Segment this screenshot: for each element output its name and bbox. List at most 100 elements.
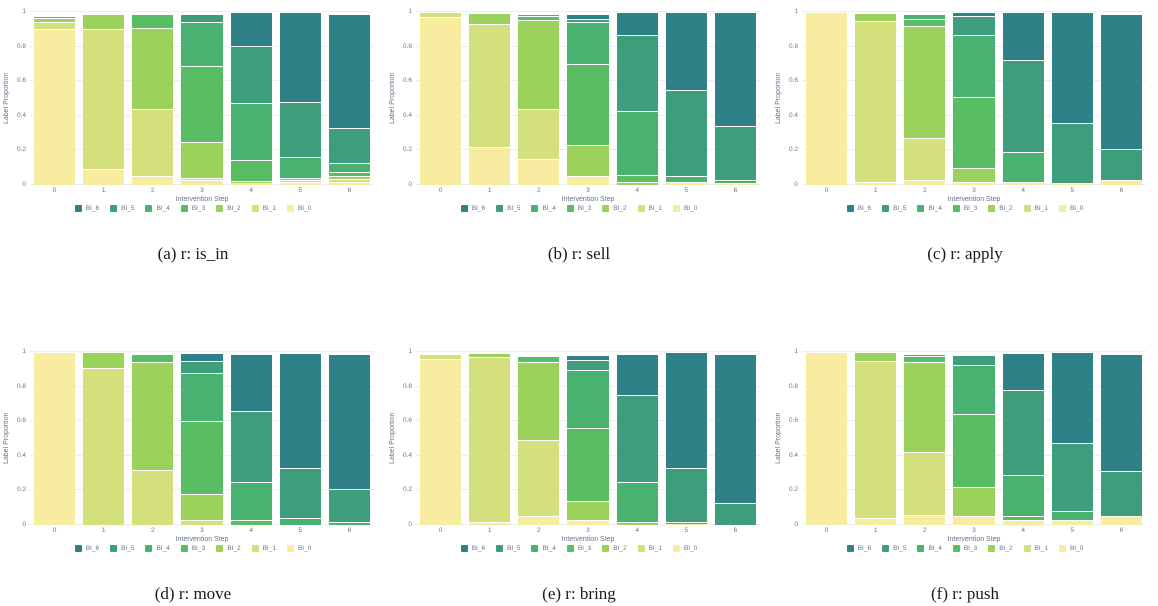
- legend-label: BI_6: [471, 205, 486, 212]
- bar-2-segment-BI_1: [132, 470, 174, 525]
- legend-label: BI_3: [577, 205, 592, 212]
- bar-6-segment-BI_4: [714, 180, 756, 184]
- bar-step-0: [34, 352, 76, 525]
- x-axis-label: Intervention Step: [175, 536, 229, 543]
- legend-label: BI_5: [121, 545, 135, 552]
- x-axis-ticks: 0 1 2 3 4 5 6: [30, 187, 374, 194]
- bar-6-segment-BI_0: [1100, 517, 1142, 525]
- y-tick-0.2: 0.2: [788, 146, 798, 154]
- x-tick-3: 3: [972, 187, 976, 194]
- bar-step-2: [132, 352, 174, 525]
- bar-1-segment-BI_2: [469, 13, 511, 25]
- bar-4-segment-BI_3: [230, 520, 272, 525]
- bar-step-6: [1100, 12, 1142, 185]
- legend-label: BI_0: [297, 205, 312, 212]
- bar-5-segment-BI_4: [665, 522, 707, 524]
- legend-item-BI_4: BI_4: [917, 205, 942, 212]
- y-axis-ticks: 0 0.2 0.4 0.6 0.8 1: [0, 348, 26, 528]
- bar-6-segment-BI_6: [1100, 354, 1142, 472]
- legend-swatch-BI_5: [110, 205, 118, 212]
- subplot-caption: (c) r: apply: [927, 244, 1003, 263]
- bar-4-segment-BI_5: [230, 46, 272, 103]
- x-tick-5: 5: [298, 187, 303, 194]
- gridline-1: [416, 351, 760, 352]
- bar-5-segment-BI_0: [665, 524, 707, 525]
- subplot-caption: (f) r: push: [931, 584, 999, 603]
- legend-swatch-BI_6: [74, 545, 82, 552]
- bar-4-segment-BI_0: [1002, 520, 1044, 525]
- y-tick-0.2: 0.2: [16, 486, 26, 494]
- bar-4-segment-BI_2: [230, 181, 272, 183]
- legend-swatch-BI_2: [216, 545, 224, 552]
- legend-item-BI_4: BI_4: [145, 205, 170, 212]
- legend-item-BI_3: BI_3: [180, 545, 206, 552]
- legend-item-BI_2: BI_2: [216, 545, 241, 552]
- bar-2-segment-BI_2: [904, 363, 946, 453]
- x-tick-6: 6: [347, 527, 352, 534]
- legend-swatch-BI_6: [846, 205, 854, 212]
- bar-3-segment-BI_4: [953, 35, 995, 97]
- bar-step-1: [855, 352, 897, 525]
- bar-3-segment-BI_4: [181, 23, 223, 66]
- x-axis-ticks: 0 1 2 3 4 5 6: [802, 187, 1146, 194]
- bar-step-1: [83, 352, 125, 525]
- bar-0-segment-BI_0: [34, 353, 76, 525]
- plot-area: [30, 11, 374, 185]
- legend-label: BI_0: [683, 545, 698, 552]
- legend-item-BI_0: BI_0: [1058, 545, 1083, 552]
- x-axis-label: Intervention Step: [561, 196, 615, 203]
- legend-label: BI_1: [262, 545, 276, 552]
- x-axis-ticks: 0 1 2 3 4 5 6: [802, 527, 1146, 534]
- bar-5-segment-BI_6: [1051, 353, 1093, 443]
- y-tick-0: 0: [794, 521, 798, 528]
- bar-step-3: [953, 352, 995, 525]
- y-tick-0.6: 0.6: [788, 77, 798, 85]
- bar-3-segment-BI_2: [181, 494, 223, 520]
- x-axis-ticks: 0 1 2 3 4 5 6: [30, 527, 374, 534]
- bar-0-segment-BI_2: [34, 19, 76, 22]
- legend-label: BI_3: [191, 545, 206, 552]
- bar-5-segment-BI_4: [1051, 512, 1093, 520]
- x-axis-ticks: 0 1 2 3 4 5 6: [416, 187, 760, 194]
- bar-0-segment-BI_0: [806, 353, 848, 525]
- y-axis-ticks: 0 0.2 0.4 0.6 0.8 1: [0, 8, 26, 188]
- bar-1-segment-BI_1: [855, 361, 897, 519]
- bar-step-6: [1100, 352, 1142, 525]
- bar-4-segment-BI_5: [616, 35, 658, 111]
- bar-2-segment-BI_0: [904, 515, 946, 525]
- x-tick-4: 4: [249, 527, 253, 534]
- y-tick-0.6: 0.6: [788, 417, 798, 425]
- legend-swatch-BI_0: [286, 545, 294, 552]
- bar-6-segment-BI_6: [714, 13, 756, 127]
- bar-2-segment-BI_2: [518, 20, 560, 109]
- bar-6-segment-BI_6: [328, 354, 370, 489]
- bar-3-segment-BI_4: [567, 23, 609, 64]
- bar-3-segment-BI_2: [181, 142, 223, 179]
- bar-5-segment-BI_5: [665, 90, 707, 176]
- bar-1-segment-BI_1: [83, 368, 125, 525]
- legend-item-BI_0: BI_0: [672, 545, 698, 552]
- bar-step-0: [420, 352, 462, 525]
- legend-label: BI_1: [1034, 205, 1048, 212]
- subplot-caption: (e) r: bring: [542, 584, 616, 603]
- legend-label: BI_5: [893, 545, 907, 552]
- x-axis-label: Intervention Step: [947, 196, 1001, 203]
- bar-2-segment-BI_2: [904, 26, 946, 139]
- y-tick-1: 1: [408, 348, 412, 355]
- y-tick-0.4: 0.4: [16, 111, 26, 119]
- x-tick-3: 3: [200, 527, 204, 534]
- y-tick-0.2: 0.2: [402, 146, 412, 154]
- legend-label: BI_3: [963, 545, 978, 552]
- bar-4-segment-BI_4: [616, 482, 658, 522]
- y-tick-0.2: 0.2: [402, 486, 412, 494]
- bar-3-segment-BI_6: [567, 14, 609, 19]
- bar-1-segment-BI_2: [469, 353, 511, 358]
- plot-area: [802, 11, 1146, 185]
- subplot-caption: (b) r: sell: [547, 244, 611, 263]
- bar-6-segment-BI_5: [1100, 149, 1142, 180]
- bar-step-1: [83, 12, 125, 185]
- legend-swatch-BI_3: [952, 205, 960, 212]
- x-tick-3: 3: [586, 527, 590, 534]
- x-tick-6: 6: [347, 187, 352, 194]
